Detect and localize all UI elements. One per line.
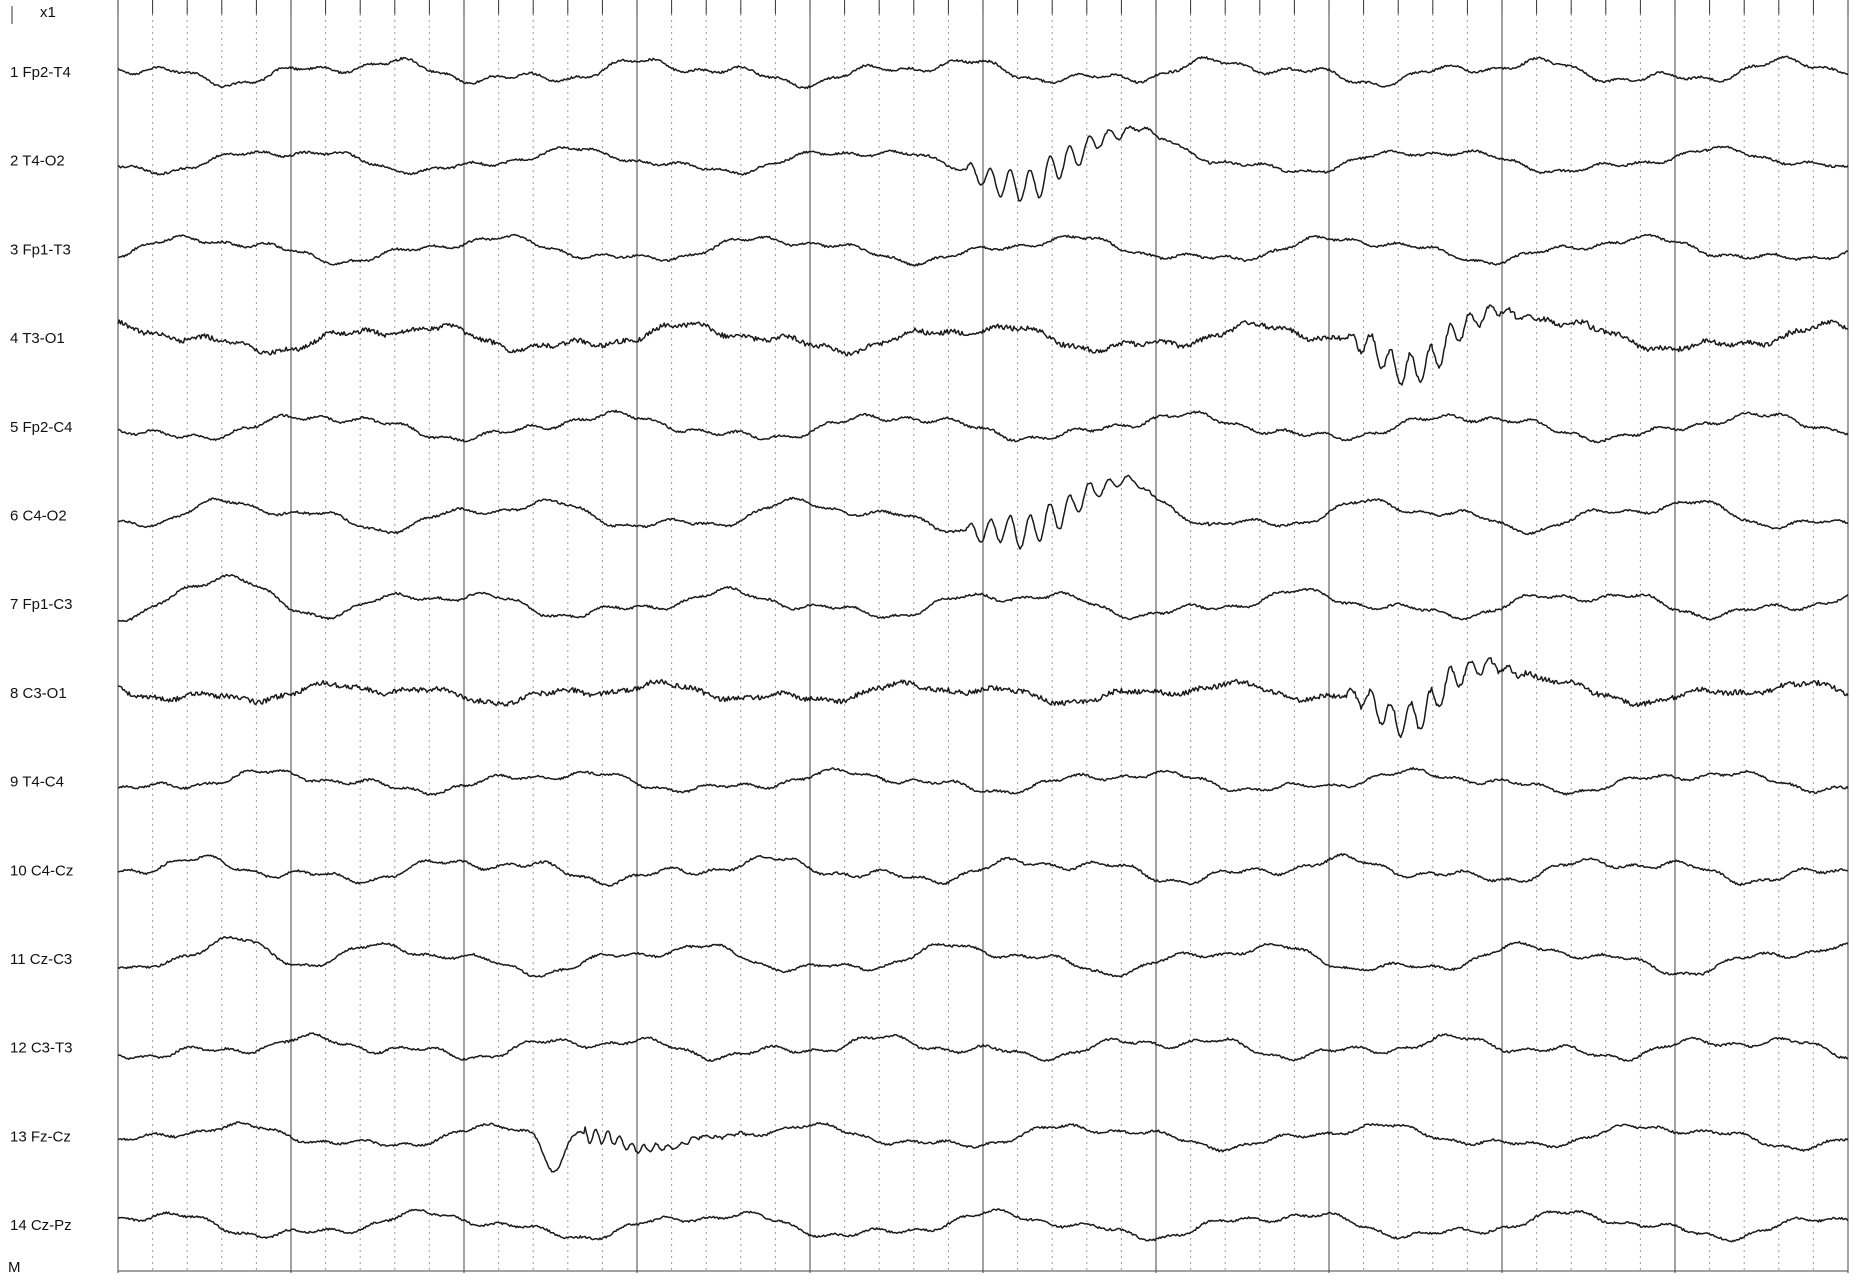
channel-label: 11 Cz-C3 (10, 951, 72, 968)
channel-trace (117, 657, 1849, 739)
channel-trace (117, 409, 1849, 444)
channel-trace (117, 125, 1849, 202)
channel-trace (117, 573, 1849, 623)
channel-label: 4 T3-O1 (10, 330, 65, 347)
channel-trace (117, 55, 1848, 90)
channel-label: 14 Cz-Pz (10, 1217, 72, 1234)
channel-trace (117, 853, 1848, 887)
channel-trace (117, 1032, 1849, 1062)
grid (117, 8, 1849, 1273)
channel-trace (117, 233, 1849, 267)
channel-trace (117, 1121, 1849, 1173)
channel-label: 9 T4-C4 (10, 774, 64, 791)
channel-label: 3 Fp1-T3 (10, 241, 71, 258)
channel-labels: 1 Fp2-T4 2 T4-O2 3 Fp1-T3 4 T3-O1 5 Fp2-C4 6 … (10, 64, 73, 1234)
channel-label: 1 Fp2-T4 (10, 64, 71, 81)
channel-trace (117, 1208, 1849, 1243)
channel-label: 7 Fp1-C3 (10, 596, 73, 613)
channel-label: 6 C4-O2 (10, 508, 67, 525)
gain-label: x1 (40, 4, 56, 21)
channel-label: 2 T4-O2 (10, 153, 65, 170)
channel-trace (117, 935, 1849, 978)
channel-label: 8 C3-O1 (10, 685, 67, 702)
channel-label: 12 C3-T3 (10, 1040, 73, 1057)
top-ruler (117, 0, 1849, 14)
channel-trace (117, 474, 1849, 550)
channel-trace (117, 766, 1849, 796)
traces (117, 55, 1849, 1243)
channel-label: 13 Fz-Cz (10, 1128, 71, 1145)
channel-trace (117, 304, 1849, 386)
corner-marker: M (8, 1259, 21, 1275)
channel-label: 5 Fp2-C4 (10, 419, 73, 436)
channel-label: 10 C4-Cz (10, 862, 73, 879)
